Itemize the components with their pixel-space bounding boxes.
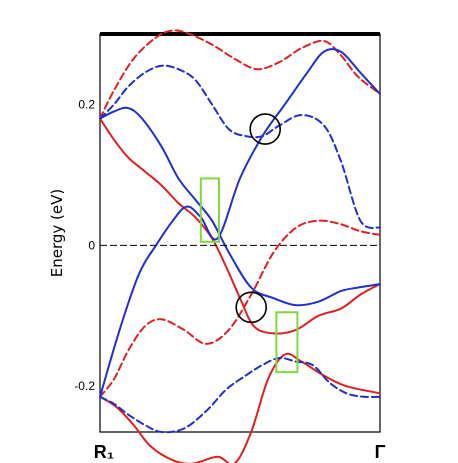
x-tick-label: Γ: [375, 442, 386, 462]
x-tick-label: R₁: [94, 442, 114, 462]
band-red-solid-1: [99, 117, 381, 335]
band-red-dashed-3: [99, 219, 381, 398]
band-series: [99, 29, 381, 463]
band-blue-solid-6: [99, 47, 381, 398]
anticrossing-box-3: [199, 177, 221, 243]
band-blue-dashed-8: [99, 356, 381, 434]
y-tick-label: -0.2: [74, 379, 95, 393]
band-blue-solid-5: [99, 106, 381, 307]
y-axis-label: Energy (eV): [48, 189, 66, 277]
band-blue-dashed-7: [99, 64, 381, 229]
highlight-annotations: [199, 113, 299, 374]
y-tick-label: 0: [88, 238, 95, 252]
crossing-circle-2: [235, 291, 267, 324]
x-ticks: R₁ Γ: [94, 442, 386, 462]
y-tick-label: 0.2: [78, 97, 95, 111]
plot-frame: [99, 33, 381, 433]
band-red-solid-4: [99, 352, 381, 463]
y-ticks: 0.2 0 -0.2: [74, 97, 95, 393]
crossing-circle-1: [249, 113, 282, 145]
anticrossing-box-4: [275, 311, 299, 374]
